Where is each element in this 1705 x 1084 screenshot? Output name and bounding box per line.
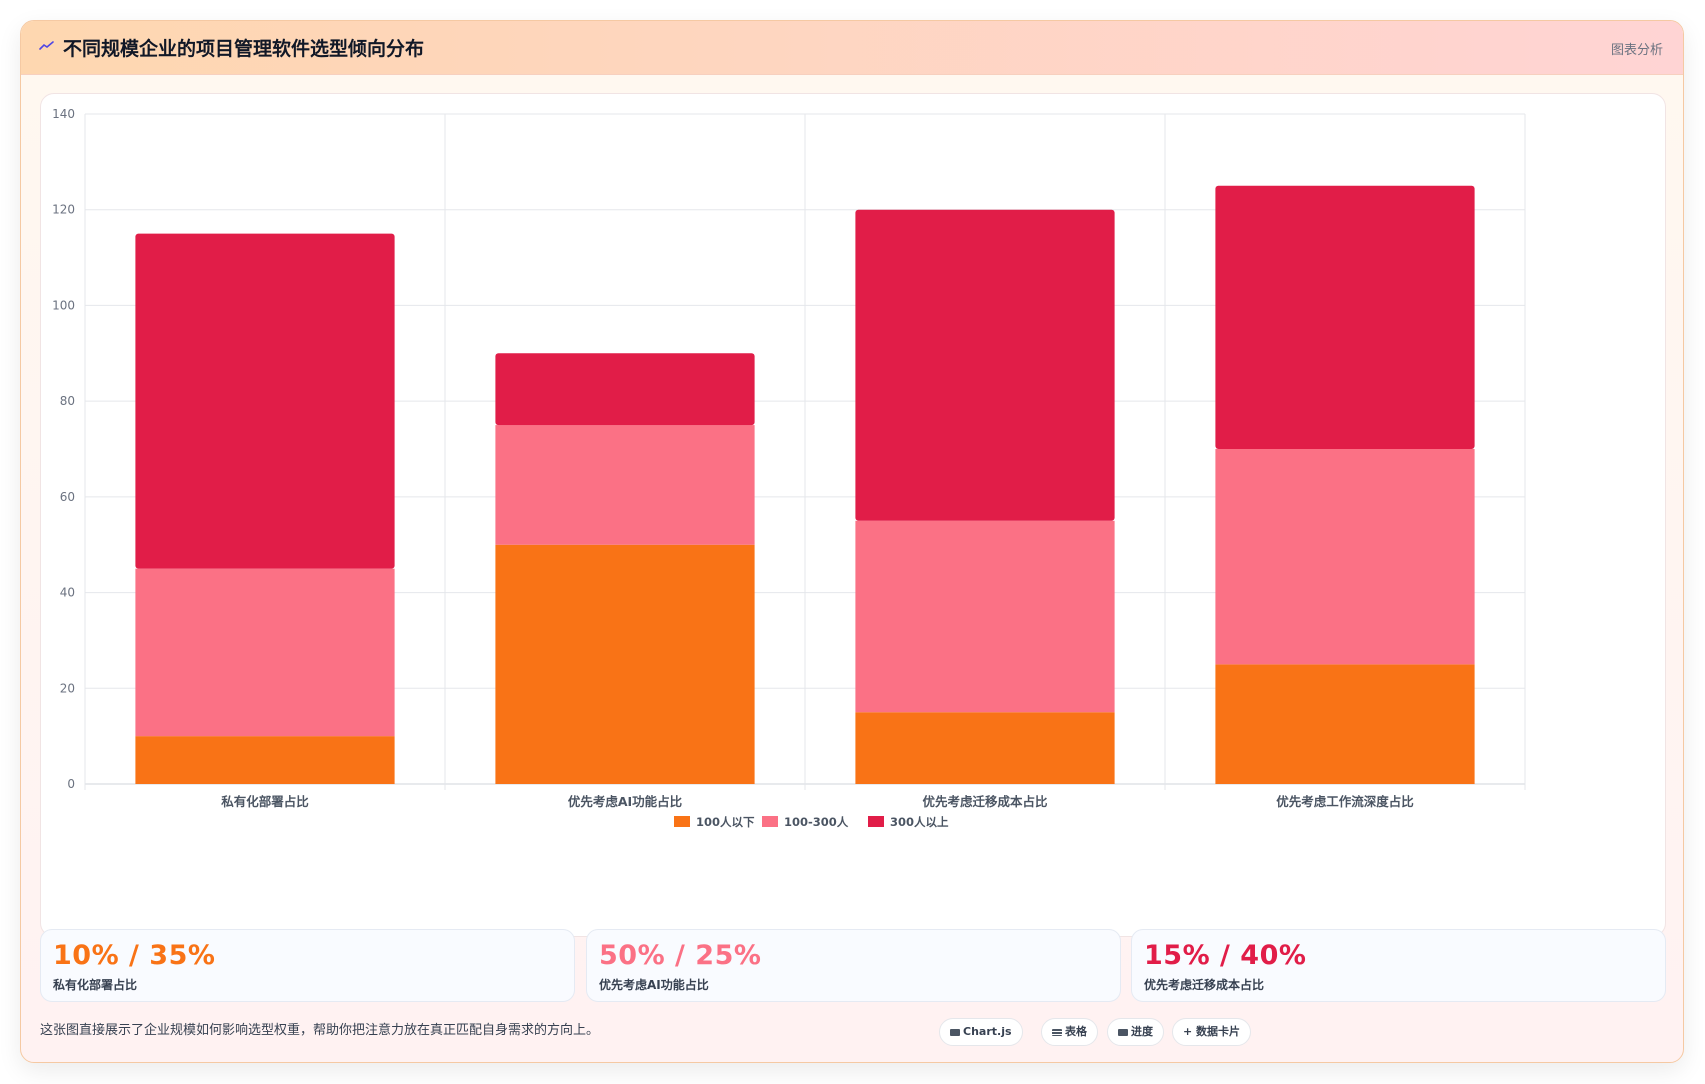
x-tick-label: 私有化部署占比 (220, 794, 309, 809)
stat-value: 10% / 35% (53, 940, 216, 971)
bar-segment (1215, 185, 1475, 449)
card-header: 不同规模企业的项目管理软件选型倾向分布 图表分析 (21, 21, 1683, 75)
stat-label: 私有化部署占比 (53, 978, 138, 992)
x-tick-label: 优先考虑AI功能占比 (568, 794, 683, 809)
table-icon (1052, 1029, 1062, 1036)
x-tick-label: 优先考虑迁移成本占比 (922, 794, 1048, 809)
legend-label: 100人以下 (696, 815, 755, 829)
progress-icon (1118, 1029, 1128, 1036)
y-tick-label: 60 (60, 490, 75, 504)
pill-label: 进度 (1131, 1025, 1153, 1038)
stat-card-migration-cost: 15% / 40% 优先考虑迁移成本占比 (1131, 929, 1666, 1002)
bar-segment (495, 425, 755, 545)
legend-swatch (762, 816, 778, 827)
legend-label: 100-300人 (784, 815, 849, 829)
chartjs-pill[interactable]: Chart.js (939, 1018, 1023, 1046)
stat-cards: 10% / 35% 私有化部署占比 50% / 25% 优先考虑AI功能占比 1… (40, 929, 1666, 1003)
y-tick-label: 40 (60, 586, 75, 600)
legend-label: 300人以上 (890, 815, 949, 829)
legend-swatch (674, 816, 690, 827)
stat-value: 15% / 40% (1144, 940, 1307, 971)
pill-label: 表格 (1065, 1025, 1087, 1038)
bar-segment (135, 736, 395, 784)
chart-analysis-tag[interactable]: 图表分析 (1610, 43, 1663, 58)
chart-title: 不同规模企业的项目管理软件选型倾向分布 (63, 38, 425, 60)
y-tick-label: 100 (52, 298, 75, 312)
chart-footnote: 这张图直接展示了企业规模如何影响选型权重，帮助你把注意力放在真正匹配自身需求的方… (40, 1023, 600, 1038)
pill-label: Chart.js (963, 1025, 1012, 1038)
y-tick-label: 120 (52, 203, 75, 217)
y-tick-label: 140 (52, 107, 75, 121)
y-tick-label: 20 (60, 681, 75, 695)
chart-card: 不同规模企业的项目管理软件选型倾向分布 图表分析 0 20 40 60 80 100 120… (20, 20, 1684, 1063)
y-tick-label: 80 (60, 394, 75, 408)
bar-segment (855, 520, 1115, 713)
pill-label: + 数据卡片 (1183, 1025, 1241, 1038)
table-pill[interactable]: 表格 (1041, 1018, 1098, 1046)
bar-segment (855, 209, 1115, 521)
stat-card-ai-features: 50% / 25% 优先考虑AI功能占比 (586, 929, 1121, 1002)
bar-segment (135, 233, 395, 569)
chart-panel: 0 20 40 60 80 100 120 140 私有化部署占比 优先考虑AI功能占比 优先考虑迁… (40, 93, 1666, 937)
trend-icon (39, 41, 54, 50)
stat-value: 50% / 25% (599, 940, 762, 971)
bar-segment (495, 353, 755, 426)
stat-label: 优先考虑AI功能占比 (599, 978, 709, 992)
progress-pill[interactable]: 进度 (1107, 1018, 1164, 1046)
stat-card-private-deploy: 10% / 35% 私有化部署占比 (40, 929, 575, 1002)
stacked-bar-chart: 0 20 40 60 80 100 120 140 私有化部署占比 优先考虑AI功能占比 优先考虑迁… (52, 107, 1526, 829)
data-card-pill[interactable]: + 数据卡片 (1172, 1018, 1252, 1046)
bar-segment (1215, 664, 1475, 784)
legend-swatch (868, 816, 884, 827)
bar-segment (855, 712, 1115, 784)
y-tick-label: 0 (67, 777, 75, 791)
bar-segment (1215, 449, 1475, 665)
x-tick-label: 优先考虑工作流深度占比 (1276, 794, 1414, 809)
bar-segment (495, 544, 755, 784)
bar-segment (135, 568, 395, 737)
chart-icon (950, 1029, 960, 1036)
stat-label: 优先考虑迁移成本占比 (1144, 978, 1265, 992)
